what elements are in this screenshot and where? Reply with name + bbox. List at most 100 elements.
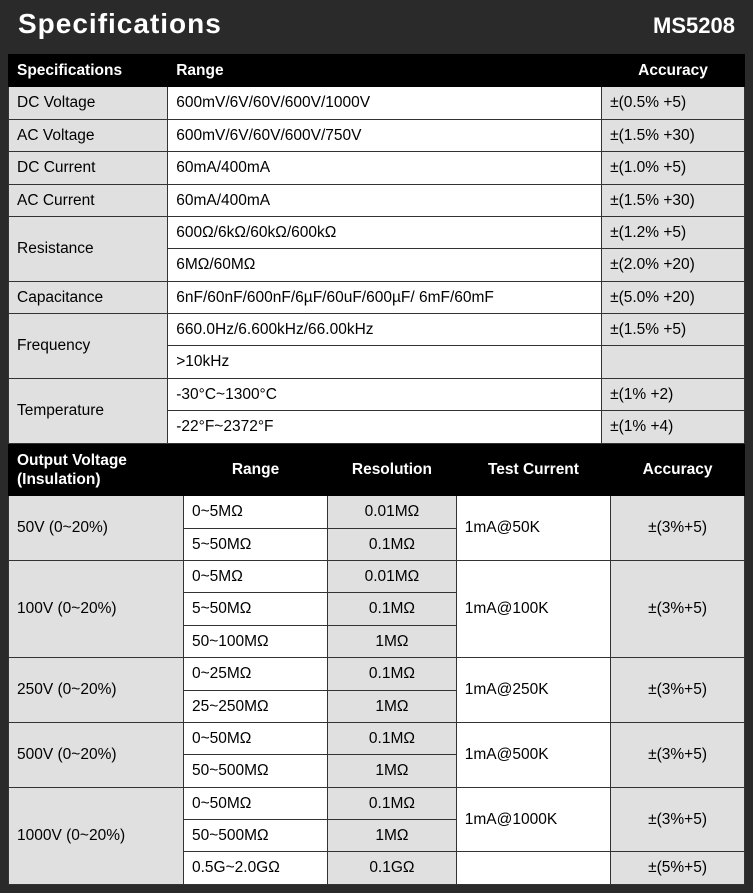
table-row: AC Voltage600mV/6V/60V/600V/750V±(1.5% +… [9,119,745,151]
resolution-cell: 0.01MΩ [328,496,457,528]
table-row: Capacitance6nF/60nF/600nF/6µF/60uF/600µF… [9,281,745,313]
range-cell: 60mA/400mA [168,184,602,216]
output-voltage-cell: 50V (0~20%) [9,496,184,561]
test-current-cell: 1mA@100K [456,561,610,658]
range-cell: 50~500MΩ [183,820,327,852]
accuracy-cell: ±(1.5% +5) [602,314,745,346]
spec-cell: Resistance [9,216,168,281]
accuracy-cell: ±(1.5% +30) [602,184,745,216]
resolution-cell: 0.1GΩ [328,852,457,884]
range-cell: 0~25MΩ [183,658,327,690]
spec-cell: DC Voltage [9,87,168,119]
accuracy-cell: ±(3%+5) [611,722,745,787]
table-row: 50V (0~20%)0~5MΩ0.01MΩ1mA@50K±(3%+5) [9,496,745,528]
table-header-row: Output Voltage (Insulation) Range Resolu… [9,444,745,496]
table-row: Frequency660.0Hz/6.600kHz/66.00kHz±(1.5%… [9,314,745,346]
table-row: 500V (0~20%)0~50MΩ0.1MΩ1mA@500K±(3%+5) [9,722,745,754]
accuracy-cell: ±(3%+5) [611,496,745,561]
range-cell: 600mV/6V/60V/600V/750V [168,119,602,151]
th-accuracy: Accuracy [611,444,745,496]
range-cell: 6nF/60nF/600nF/6µF/60uF/600µF/ 6mF/60mF [168,281,602,313]
table-row: 250V (0~20%)0~25MΩ0.1MΩ1mA@250K±(3%+5) [9,658,745,690]
range-cell: 600Ω/6kΩ/60kΩ/600kΩ [168,216,602,248]
table-header-row: Specifications Range Accuracy [9,55,745,87]
accuracy-cell: ±(5.0% +20) [602,281,745,313]
range-cell: 660.0Hz/6.600kHz/66.00kHz [168,314,602,346]
accuracy-cell: ±(1.5% +30) [602,119,745,151]
resolution-cell: 1MΩ [328,625,457,657]
page-title: Specifications [18,8,222,40]
range-cell: 5~50MΩ [183,528,327,560]
accuracy-cell: ±(5%+5) [611,852,745,884]
output-voltage-cell: 1000V (0~20%) [9,787,184,884]
range-cell: 5~50MΩ [183,593,327,625]
spec-page: Specifications MS5208 Specifications Ran… [0,0,753,893]
resolution-cell: 0.1MΩ [328,528,457,560]
table-row: DC Current60mA/400mA±(1.0% +5) [9,152,745,184]
accuracy-cell: ±(2.0% +20) [602,249,745,281]
table-row: 1000V (0~20%)0~50MΩ0.1MΩ1mA@1000K±(3%+5) [9,787,745,819]
th-accuracy: Accuracy [602,55,745,87]
output-voltage-cell: 250V (0~20%) [9,658,184,723]
test-current-cell: 1mA@500K [456,722,610,787]
table-row: 100V (0~20%)0~5MΩ0.01MΩ1mA@100K±(3%+5) [9,561,745,593]
resolution-cell: 1MΩ [328,690,457,722]
accuracy-cell: ±(3%+5) [611,787,745,852]
range-cell: 0~5MΩ [183,496,327,528]
resolution-cell: 0.1MΩ [328,787,457,819]
model-number: MS5208 [653,13,735,39]
range-cell: 0~50MΩ [183,722,327,754]
accuracy-cell: ±(3%+5) [611,561,745,658]
resolution-cell: 0.1MΩ [328,593,457,625]
accuracy-cell: ±(1% +2) [602,378,745,410]
accuracy-cell: ±(0.5% +5) [602,87,745,119]
test-current-cell: 1mA@50K [456,496,610,561]
th-spec: Specifications [9,55,168,87]
accuracy-cell: ±(1.0% +5) [602,152,745,184]
spec-cell: DC Current [9,152,168,184]
table-row: DC Voltage600mV/6V/60V/600V/1000V±(0.5% … [9,87,745,119]
table-row: AC Current60mA/400mA±(1.5% +30) [9,184,745,216]
range-cell: 0~50MΩ [183,787,327,819]
range-cell: 0.5G~2.0GΩ [183,852,327,884]
range-cell: 600mV/6V/60V/600V/1000V [168,87,602,119]
test-current-cell [456,852,610,884]
table-row: Resistance600Ω/6kΩ/60kΩ/600kΩ±(1.2% +5) [9,216,745,248]
range-cell: -30°C~1300°C [168,378,602,410]
range-cell: 50~100MΩ [183,625,327,657]
range-cell: -22°F~2372°F [168,411,602,443]
resolution-cell: 0.1MΩ [328,722,457,754]
resolution-cell: 1MΩ [328,820,457,852]
spec-cell: AC Voltage [9,119,168,151]
spec-table-1: Specifications Range Accuracy DC Voltage… [8,54,745,444]
th-range: Range [183,444,327,496]
th-range: Range [168,55,602,87]
title-bar: Specifications MS5208 [8,0,745,54]
resolution-cell: 0.1MΩ [328,658,457,690]
th-test-current: Test Current [456,444,610,496]
spec-cell: Frequency [9,314,168,379]
accuracy-cell: ±(3%+5) [611,658,745,723]
test-current-cell: 1mA@250K [456,658,610,723]
resolution-cell: 1MΩ [328,755,457,787]
table-row: Temperature-30°C~1300°C±(1% +2) [9,378,745,410]
spec-cell: Capacitance [9,281,168,313]
resolution-cell: 0.01MΩ [328,561,457,593]
spec-cell: Temperature [9,378,168,443]
range-cell: 60mA/400mA [168,152,602,184]
range-cell: 0~5MΩ [183,561,327,593]
output-voltage-cell: 500V (0~20%) [9,722,184,787]
th-output-voltage: Output Voltage (Insulation) [9,444,184,496]
th-resolution: Resolution [328,444,457,496]
output-voltage-cell: 100V (0~20%) [9,561,184,658]
test-current-cell: 1mA@1000K [456,787,610,852]
accuracy-cell: ±(1% +4) [602,411,745,443]
accuracy-cell [602,346,745,378]
range-cell: 6MΩ/60MΩ [168,249,602,281]
range-cell: 50~500MΩ [183,755,327,787]
spec-cell: AC Current [9,184,168,216]
range-cell: >10kHz [168,346,602,378]
spec-table-2: Output Voltage (Insulation) Range Resolu… [8,444,745,885]
accuracy-cell: ±(1.2% +5) [602,216,745,248]
range-cell: 25~250MΩ [183,690,327,722]
